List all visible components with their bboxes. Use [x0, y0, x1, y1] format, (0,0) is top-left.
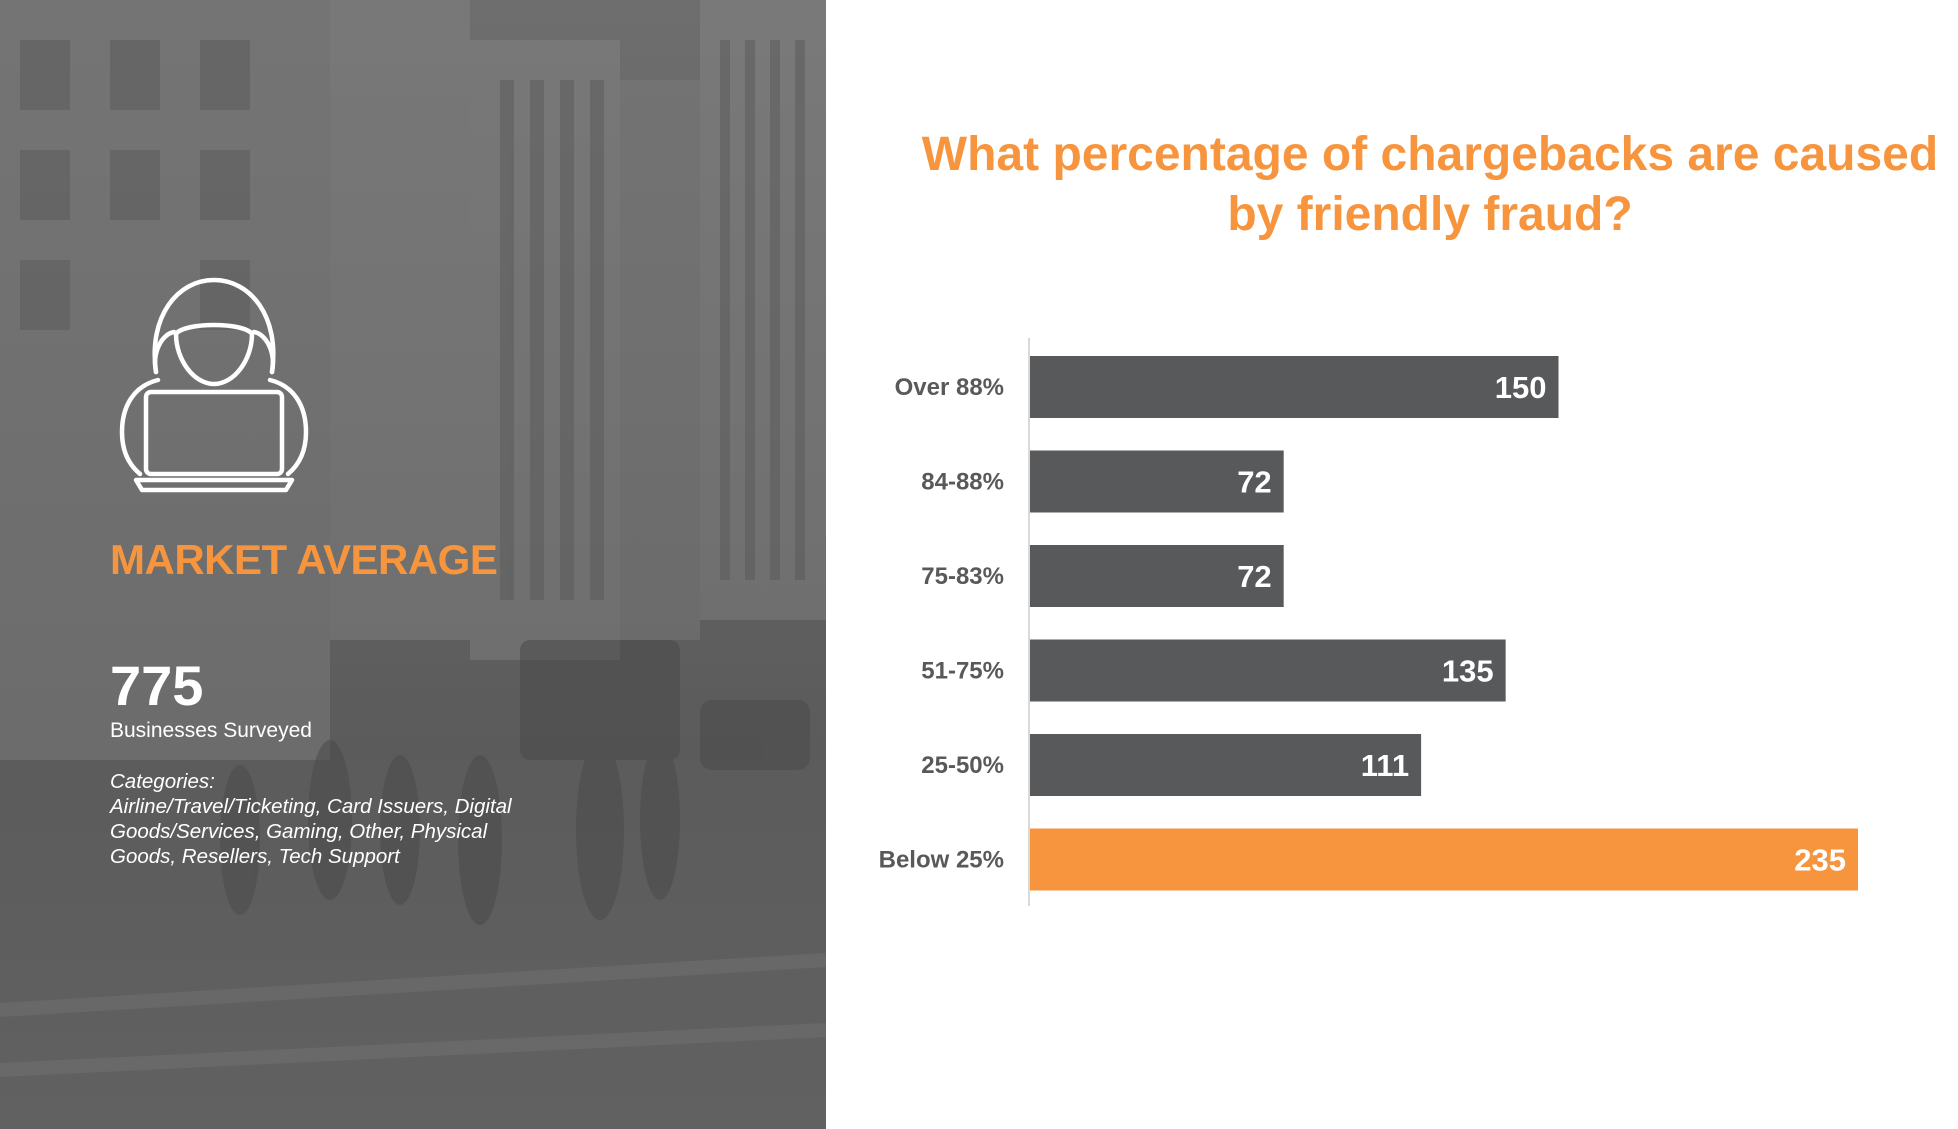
categories-text: Categories: Airline/Travel/Ticketing, Ca… — [110, 769, 540, 869]
bar-value-label: 235 — [1794, 843, 1846, 878]
city-street-background-photo — [0, 0, 826, 1129]
bar-value-label: 150 — [1495, 370, 1547, 405]
chart-title: What percentage of chargebacks are cause… — [921, 128, 1939, 241]
bar-2 — [1030, 450, 1284, 513]
bar-4 — [1030, 639, 1506, 702]
bar-value-label: 135 — [1442, 654, 1494, 689]
categories-heading: Categories: — [110, 770, 215, 793]
bar-chart: Over 88% 150 84-88% 72 75-83% 72 51-75% 135 25-5… — [879, 338, 1858, 906]
businesses-surveyed-count: 775 — [110, 654, 204, 717]
bar-value-label: 111 — [1361, 748, 1409, 783]
category-label: Over 88% — [895, 374, 1004, 401]
categories-list: Airline/Travel/Ticketing, Card Issuers, … — [110, 795, 512, 868]
hooded-hacker-laptop-icon — [119, 277, 309, 493]
bar-1 — [1030, 356, 1559, 418]
bar-5 — [1030, 734, 1422, 796]
left-panel: MARKET AVERAGE 775 Businesses Surveyed C… — [0, 0, 826, 1129]
bar-value-label: 72 — [1237, 465, 1271, 500]
bar-value-label: 72 — [1237, 559, 1271, 594]
category-label: Below 25% — [879, 847, 1004, 874]
category-label: 75-83% — [921, 563, 1004, 590]
businesses-surveyed-label: Businesses Surveyed — [110, 719, 312, 742]
bar-3 — [1030, 545, 1284, 607]
bar-6 — [1030, 828, 1858, 891]
market-average-heading: MARKET AVERAGE — [110, 536, 498, 583]
category-label: 84-88% — [921, 469, 1004, 496]
category-label: 51-75% — [921, 658, 1004, 685]
category-label: 25-50% — [921, 752, 1004, 779]
